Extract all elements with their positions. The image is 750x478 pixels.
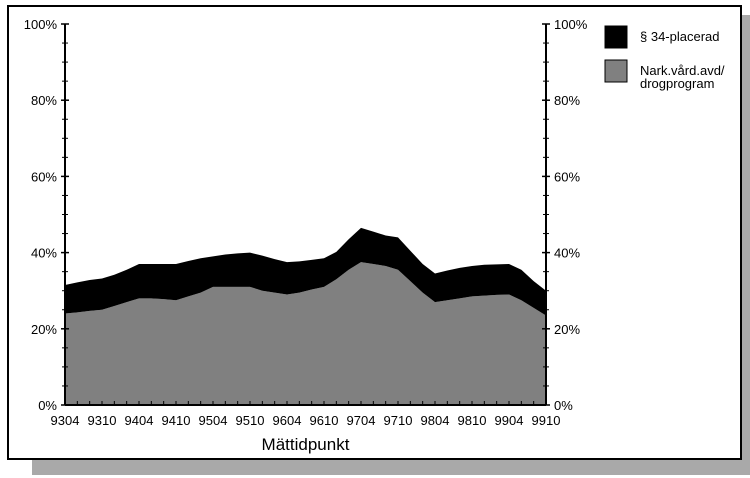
y-tick-label-left: 80%	[31, 93, 57, 108]
area-series-1	[65, 227, 546, 316]
x-tick-label: 9410	[162, 413, 191, 428]
x-tick-label: 9910	[532, 413, 561, 428]
x-tick-label: 9604	[273, 413, 302, 428]
y-tick-label-left: 100%	[24, 17, 58, 32]
x-tick-label: 9304	[51, 413, 80, 428]
legend-label-1: Nark.vård.avd/	[640, 63, 725, 78]
y-tick-label-right: 0%	[554, 398, 573, 413]
legend-swatch-0	[604, 25, 628, 49]
x-tick-label: 9904	[495, 413, 524, 428]
x-tick-label: 9510	[236, 413, 265, 428]
y-tick-label-right: 40%	[554, 246, 580, 261]
x-tick-label: 9810	[458, 413, 487, 428]
y-tick-label-right: 60%	[554, 169, 580, 184]
area-series-0	[65, 262, 546, 405]
legend-swatch-1	[604, 59, 628, 83]
legend-label-0: § 34-placerad	[640, 29, 720, 44]
y-tick-label-left: 20%	[31, 322, 57, 337]
y-tick-label-left: 40%	[31, 246, 57, 261]
x-tick-label: 9610	[310, 413, 339, 428]
y-tick-label-right: 80%	[554, 93, 580, 108]
y-tick-label-right: 20%	[554, 322, 580, 337]
y-tick-label-left: 0%	[38, 398, 57, 413]
y-tick-label-right: 100%	[554, 17, 588, 32]
x-tick-label: 9704	[347, 413, 376, 428]
x-axis-title: Mättidpunkt	[262, 435, 350, 454]
legend-label-1: drogprogram	[640, 76, 714, 91]
x-tick-label: 9804	[421, 413, 450, 428]
x-tick-label: 9310	[88, 413, 117, 428]
x-tick-label: 9404	[125, 413, 154, 428]
x-tick-label: 9504	[199, 413, 228, 428]
y-tick-label-left: 60%	[31, 169, 57, 184]
x-tick-label: 9710	[384, 413, 413, 428]
